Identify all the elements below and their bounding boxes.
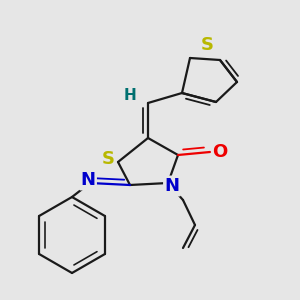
Text: H: H — [124, 88, 136, 103]
Text: S: S — [200, 36, 214, 54]
Text: N: N — [164, 177, 179, 195]
Text: O: O — [212, 143, 228, 161]
Text: N: N — [80, 171, 95, 189]
Text: S: S — [101, 150, 115, 168]
